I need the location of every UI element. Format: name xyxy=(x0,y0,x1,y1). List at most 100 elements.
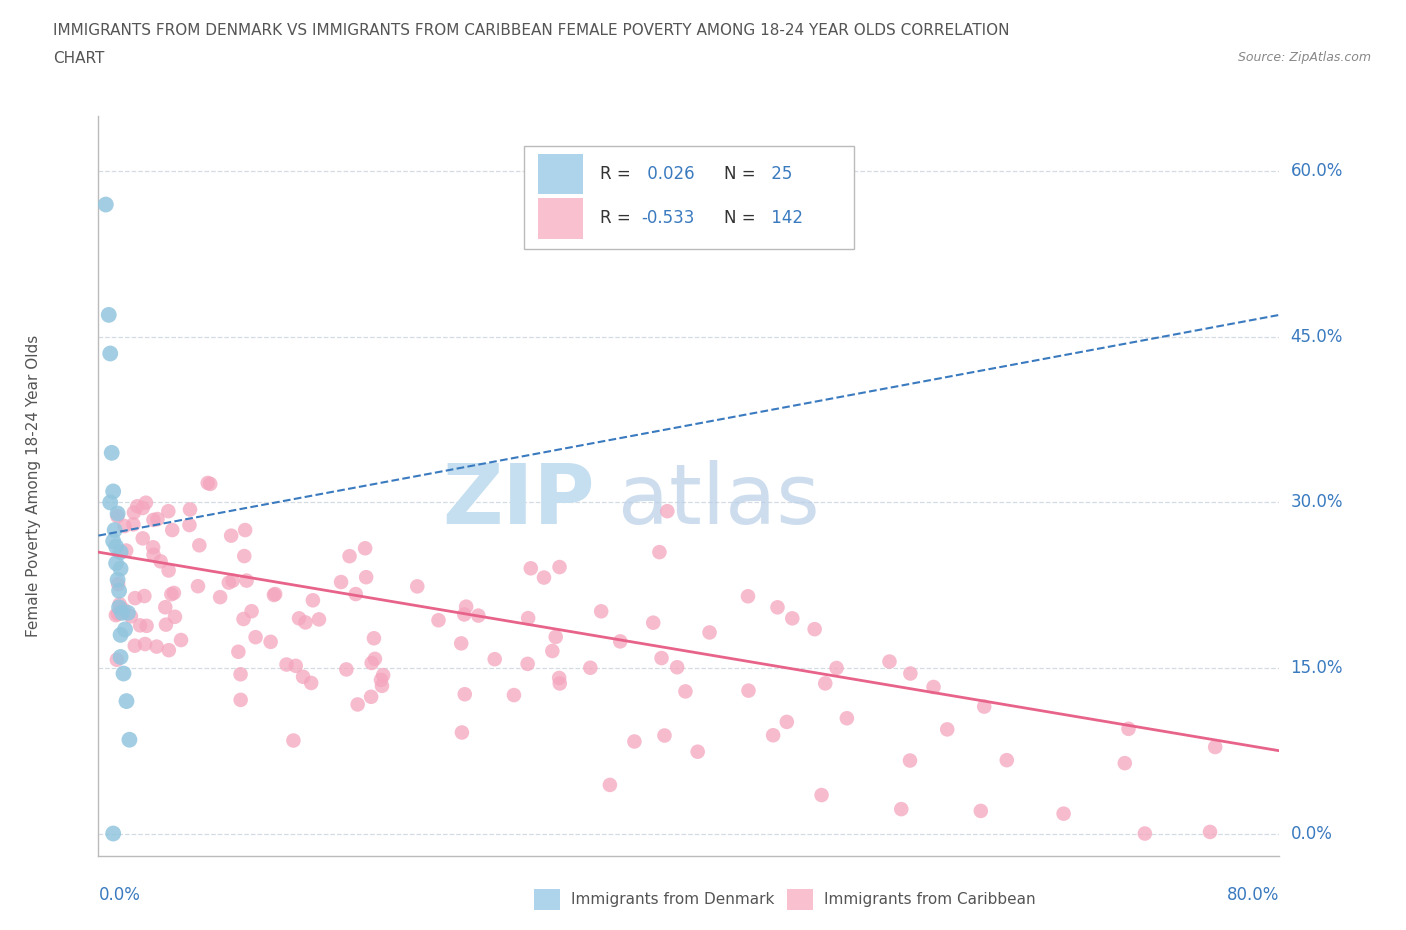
Point xyxy=(129,618,152,632)
Point xyxy=(108,600,131,615)
Point xyxy=(122,517,145,532)
Text: CHART: CHART xyxy=(53,51,105,66)
Point xyxy=(118,732,141,747)
Point xyxy=(132,531,155,546)
Point xyxy=(900,666,922,681)
Point xyxy=(541,644,564,658)
Point xyxy=(1204,739,1226,754)
Point xyxy=(142,548,165,563)
Point xyxy=(105,556,128,571)
Point xyxy=(142,512,165,527)
Point xyxy=(145,639,167,654)
Point xyxy=(548,671,571,685)
Point xyxy=(484,652,506,667)
Text: Female Poverty Among 18-24 Year Olds: Female Poverty Among 18-24 Year Olds xyxy=(25,335,41,637)
Point xyxy=(657,504,679,519)
Text: 0.026: 0.026 xyxy=(641,165,695,183)
Point xyxy=(110,561,132,576)
Point xyxy=(97,308,120,323)
Point xyxy=(699,625,721,640)
Point xyxy=(107,572,129,587)
Point xyxy=(825,660,848,675)
Point xyxy=(135,496,157,511)
Point xyxy=(520,561,543,576)
Point xyxy=(157,563,180,578)
Text: R =: R = xyxy=(600,209,631,227)
Point xyxy=(134,589,156,604)
Point xyxy=(170,632,193,647)
Text: 60.0%: 60.0% xyxy=(1291,163,1343,180)
Point xyxy=(228,644,250,659)
Point xyxy=(548,560,571,575)
Point xyxy=(339,549,361,564)
Point xyxy=(371,678,394,693)
Bar xyxy=(537,198,582,239)
Point xyxy=(294,615,316,630)
Point xyxy=(335,662,357,677)
Point xyxy=(115,694,138,709)
Point xyxy=(155,618,177,632)
Point xyxy=(188,538,211,552)
Point xyxy=(737,684,759,698)
Point xyxy=(651,651,673,666)
Point xyxy=(122,505,145,520)
Point xyxy=(299,675,322,690)
Point xyxy=(135,618,157,633)
Point xyxy=(370,672,392,687)
Point xyxy=(970,804,993,818)
Point xyxy=(623,734,645,749)
Point xyxy=(406,579,429,594)
Point xyxy=(105,539,128,554)
Text: 0.0%: 0.0% xyxy=(98,886,141,904)
Point xyxy=(264,587,287,602)
Point xyxy=(450,636,472,651)
Point xyxy=(209,590,232,604)
Point xyxy=(330,575,353,590)
Point xyxy=(973,699,995,714)
Text: 15.0%: 15.0% xyxy=(1291,659,1343,677)
Point xyxy=(163,609,186,624)
Point xyxy=(517,611,540,626)
Point xyxy=(363,631,385,645)
Point xyxy=(516,657,538,671)
Point xyxy=(229,667,252,682)
Point xyxy=(108,583,131,598)
Point xyxy=(803,622,825,637)
Point xyxy=(111,605,134,620)
Point xyxy=(98,495,121,510)
Point xyxy=(149,554,172,569)
Point xyxy=(107,506,129,521)
Point xyxy=(117,605,139,620)
Point xyxy=(890,802,912,817)
Point xyxy=(276,658,298,672)
Point xyxy=(373,668,395,683)
Point xyxy=(146,512,169,526)
Point xyxy=(94,197,117,212)
Point xyxy=(776,714,799,729)
Point xyxy=(579,660,602,675)
Point xyxy=(503,687,526,702)
Point xyxy=(179,518,201,533)
Point xyxy=(643,616,665,631)
Point xyxy=(302,592,325,607)
Text: Immigrants from Caribbean: Immigrants from Caribbean xyxy=(824,892,1036,907)
Point xyxy=(1118,722,1140,737)
Point xyxy=(114,622,136,637)
Point xyxy=(120,609,142,624)
Point xyxy=(107,606,129,621)
Point xyxy=(810,788,832,803)
Point xyxy=(112,666,135,681)
Point xyxy=(666,659,689,674)
Point xyxy=(235,573,257,588)
Point xyxy=(283,733,305,748)
Bar xyxy=(537,153,582,194)
Point xyxy=(110,649,132,664)
Point xyxy=(1114,756,1136,771)
Point xyxy=(259,634,281,649)
Point xyxy=(134,637,156,652)
Point xyxy=(103,534,125,549)
Point xyxy=(288,611,311,626)
Point xyxy=(591,604,613,618)
Point xyxy=(218,575,240,590)
Point xyxy=(105,652,128,667)
